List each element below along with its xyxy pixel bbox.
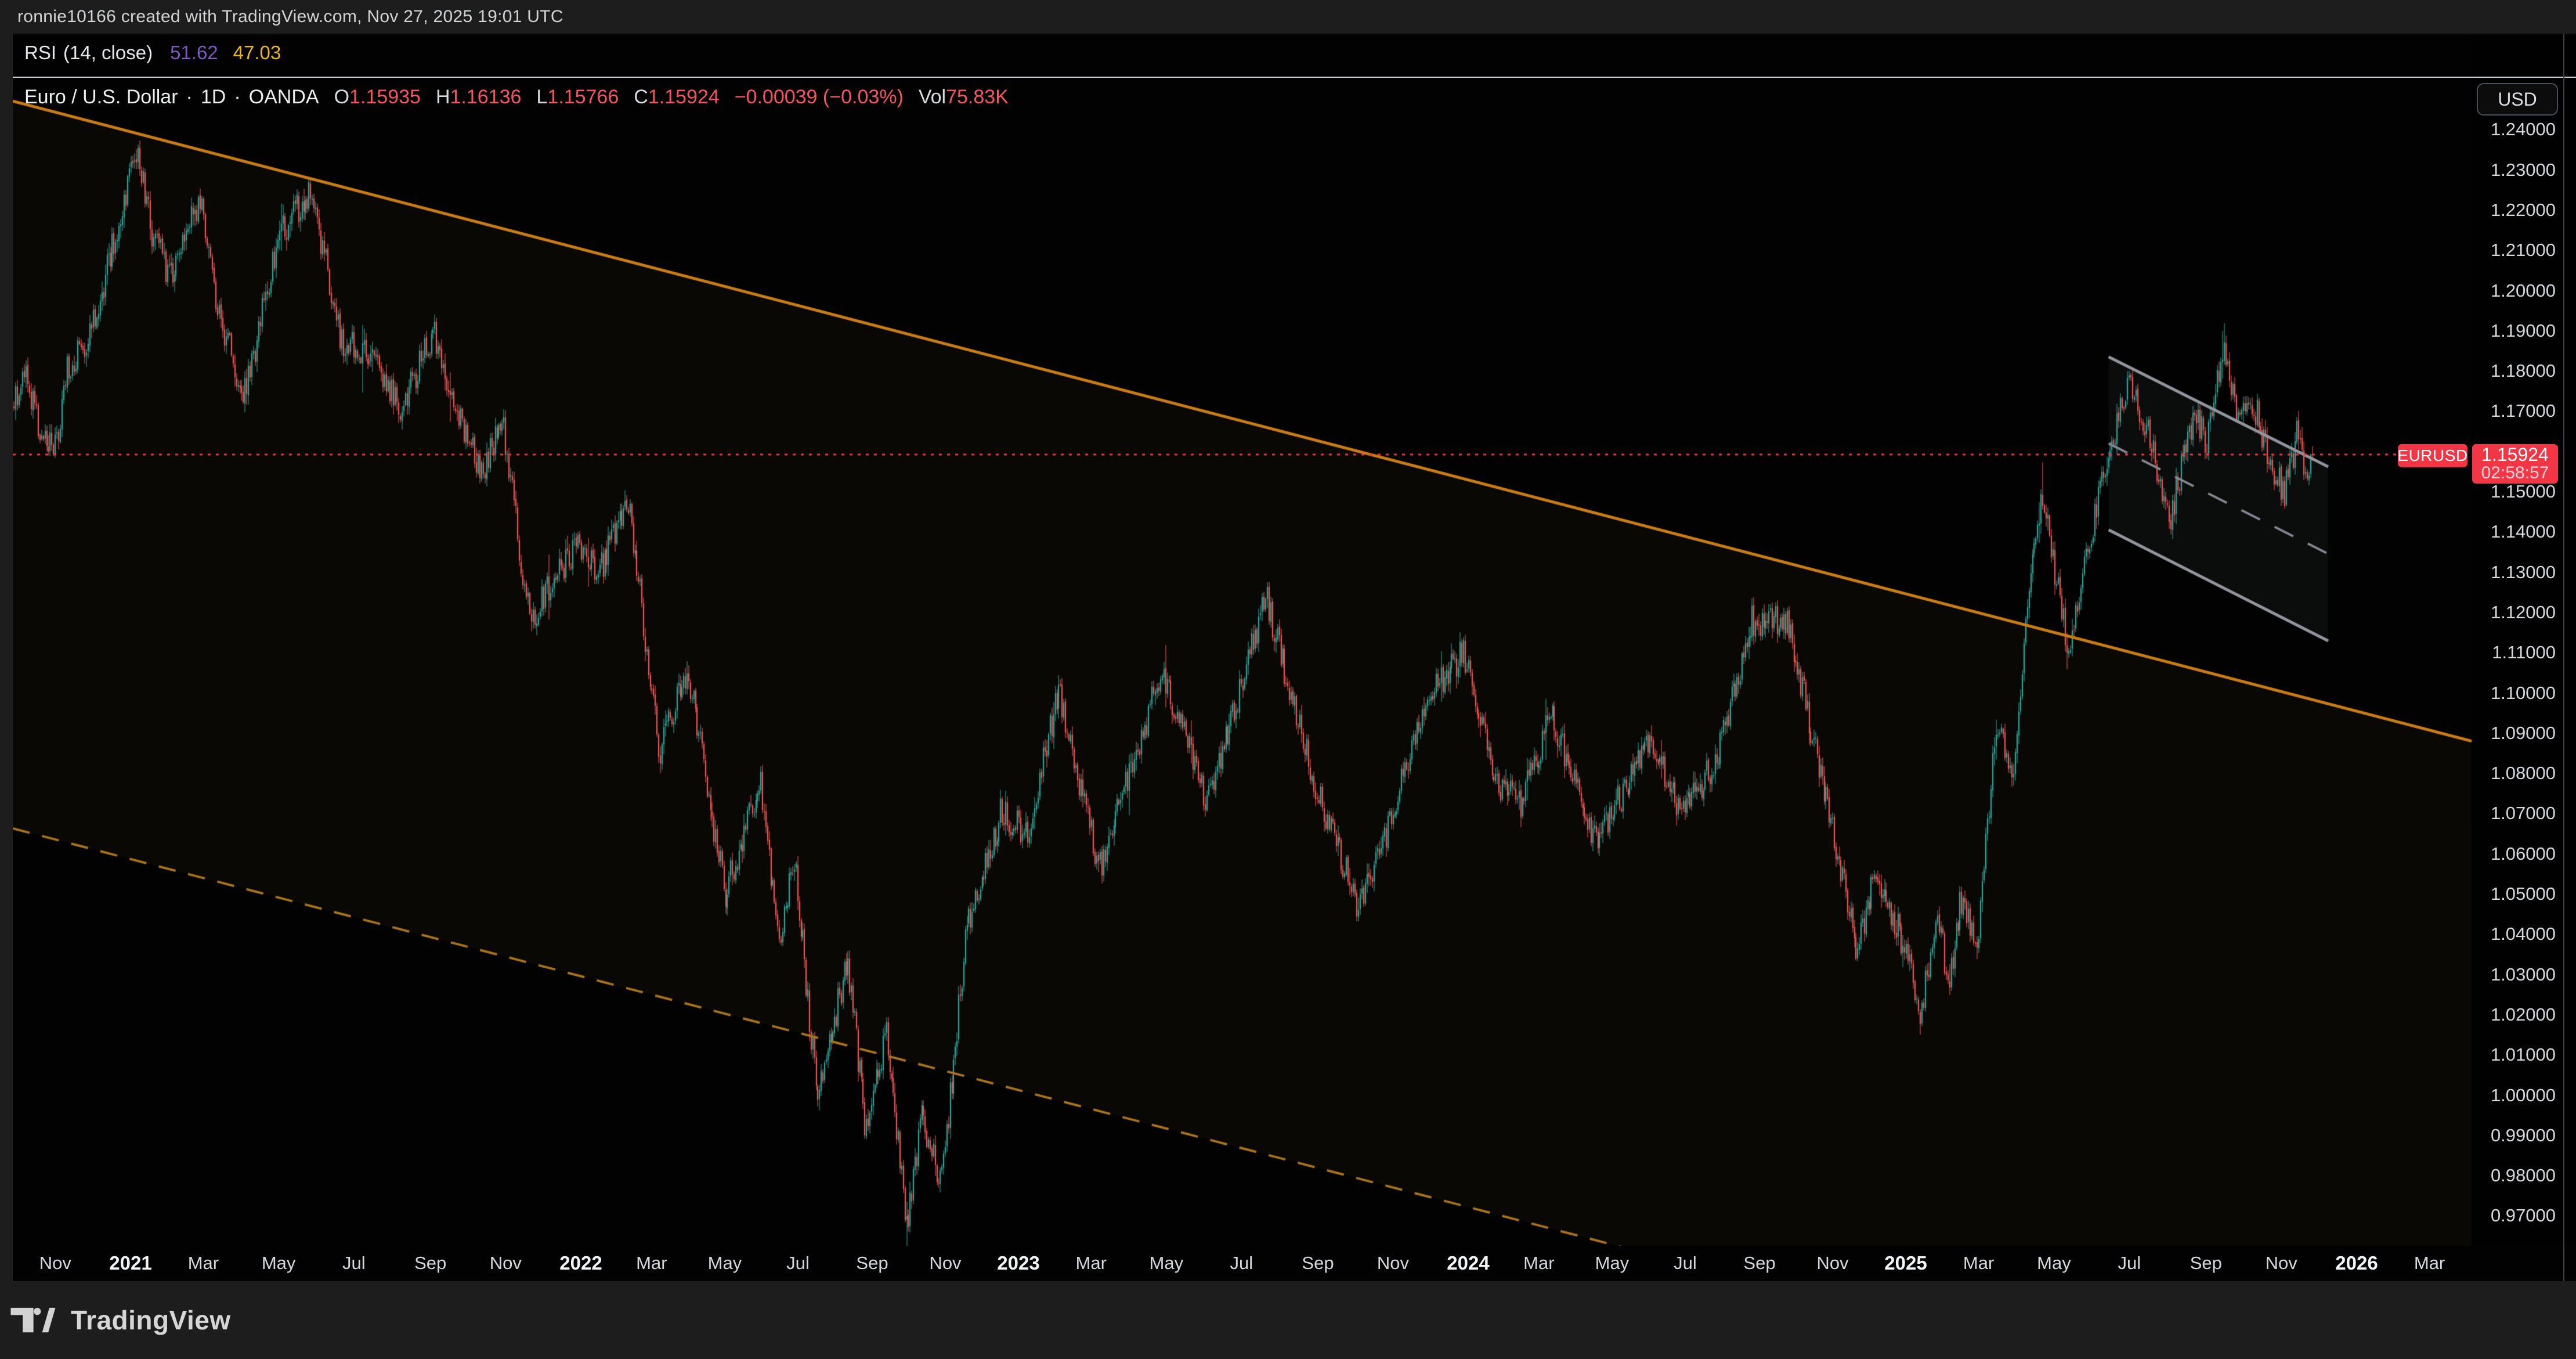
time-axis-month-label: Sep xyxy=(1302,1253,1334,1273)
attribution-text: ronnie10166 created with TradingView.com… xyxy=(17,7,563,26)
price-axis-label: 1.21000 xyxy=(2490,240,2556,261)
footer-bar: TradingView xyxy=(0,1281,2576,1359)
currency-button[interactable]: USD xyxy=(2477,83,2558,116)
time-axis-month-label: Sep xyxy=(1743,1253,1776,1273)
price-axis-label: 1.06000 xyxy=(2490,843,2556,864)
time-axis-month-label: Nov xyxy=(39,1253,71,1273)
price-axis-label: 1.12000 xyxy=(2490,601,2556,622)
price-axis-label: 1.03000 xyxy=(2490,964,2556,985)
attribution-bar: ronnie10166 created with TradingView.com… xyxy=(0,0,2576,34)
price-axis-label: 1.09000 xyxy=(2490,722,2556,743)
time-axis-month-label: May xyxy=(1595,1253,1630,1273)
time-axis-year-label: 2023 xyxy=(997,1252,1040,1274)
price-chart-canvas[interactable] xyxy=(13,34,2576,1281)
time-axis-month-label: Mar xyxy=(1963,1253,1995,1273)
chart-widget: RSI (14, close) 51.62 47.03 Euro / U.S. … xyxy=(13,34,2576,1281)
last-price-value: 1.15924 xyxy=(2481,444,2549,466)
time-axis[interactable]: Nov 2021 Mar May Jul Sep Nov 2022 Mar May Jul Sep No… xyxy=(13,1247,2576,1281)
time-axis-month-label: Jul xyxy=(1230,1253,1253,1273)
time-axis-month-label: Nov xyxy=(489,1253,522,1273)
high-value: 1.16136 xyxy=(450,86,522,108)
time-axis-year-label: 2026 xyxy=(2335,1252,2378,1274)
price-axis-label: 1.10000 xyxy=(2490,682,2556,703)
time-axis-month-label: Mar xyxy=(1523,1253,1555,1273)
price-axis-label: 1.24000 xyxy=(2490,119,2556,140)
price-axis-label: 1.07000 xyxy=(2490,803,2556,824)
close-label: C xyxy=(634,86,648,108)
price-axis-label: 1.13000 xyxy=(2490,561,2556,582)
time-axis-year-label: 2025 xyxy=(1884,1252,1927,1274)
time-axis-month-label: Mar xyxy=(2414,1253,2445,1273)
time-axis-year-label: 2021 xyxy=(109,1252,152,1274)
rsi-params: (14, close) xyxy=(63,42,153,63)
time-axis-year-label: 2022 xyxy=(559,1252,602,1274)
time-axis-month-label: Nov xyxy=(2265,1253,2297,1273)
time-axis-month-label: Jul xyxy=(2118,1253,2141,1273)
price-axis-label: 1.23000 xyxy=(2490,159,2556,180)
time-axis-month-label: Sep xyxy=(2190,1253,2222,1273)
time-axis-month-label: May xyxy=(707,1253,742,1273)
price-axis-label: 1.18000 xyxy=(2490,361,2556,381)
low-label: L xyxy=(536,86,548,108)
rsi-value: 51.62 xyxy=(170,42,218,63)
time-axis-month-label: Mar xyxy=(636,1253,667,1273)
last-price-tag: 1.15924 02:58:57 xyxy=(2472,444,2558,484)
bar-countdown: 02:58:57 xyxy=(2481,463,2549,483)
price-axis-label: 1.04000 xyxy=(2490,924,2556,945)
symbol-title: Euro / U.S. Dollar xyxy=(24,86,178,108)
price-axis-label: 1.14000 xyxy=(2490,521,2556,542)
time-axis-month-label: Sep xyxy=(414,1253,447,1273)
time-axis-month-label: Sep xyxy=(856,1253,888,1273)
rsi-title: RSI xyxy=(24,42,57,63)
open-value: 1.15935 xyxy=(349,86,421,108)
change-value: −0.00039 (−0.03%) xyxy=(734,86,904,108)
tradingview-logo-icon[interactable] xyxy=(10,1307,56,1333)
price-axis-label: 0.97000 xyxy=(2490,1205,2556,1226)
price-axis-label: 1.05000 xyxy=(2490,884,2556,904)
interval-label: 1D xyxy=(200,86,226,108)
time-axis-month-label: May xyxy=(261,1253,296,1273)
time-axis-month-label: Jul xyxy=(342,1253,366,1273)
time-axis-month-label: Nov xyxy=(1376,1253,1410,1273)
tradingview-brand-text[interactable]: TradingView xyxy=(71,1305,231,1335)
symbol-price-flag: EURUSD xyxy=(2397,444,2467,467)
price-axis[interactable]: 1.24000 1.23000 1.22000 1.21000 1.20000 1.190… xyxy=(2472,34,2576,1281)
volume-value: 75.83K xyxy=(946,86,1009,108)
price-axis-label: 0.99000 xyxy=(2490,1124,2556,1145)
rsi-legend[interactable]: RSI (14, close) 51.62 47.03 xyxy=(24,42,281,64)
legend-separator: · xyxy=(234,86,241,108)
close-value: 1.15924 xyxy=(648,86,720,108)
price-axis-border xyxy=(2563,34,2564,1281)
price-axis-label: 1.11000 xyxy=(2492,642,2556,663)
price-axis-label: 1.01000 xyxy=(2490,1044,2556,1065)
price-axis-label: 1.17000 xyxy=(2490,401,2556,421)
time-axis-month-label: Mar xyxy=(1075,1253,1107,1273)
high-label: H xyxy=(435,86,450,108)
price-axis-label: 1.19000 xyxy=(2490,320,2556,341)
price-axis-label: 1.15000 xyxy=(2490,481,2556,502)
rsi-ma-value: 47.03 xyxy=(233,42,281,63)
time-axis-month-label: Jul xyxy=(786,1253,810,1273)
time-axis-month-label: Nov xyxy=(929,1253,962,1273)
price-axis-label: 0.98000 xyxy=(2490,1165,2556,1186)
volume-label: Vol xyxy=(918,86,946,108)
time-axis-month-label: Jul xyxy=(1674,1253,1697,1273)
price-axis-label: 1.20000 xyxy=(2490,280,2556,301)
exchange-label: OANDA xyxy=(248,86,319,108)
price-axis-label: 1.02000 xyxy=(2490,1004,2556,1025)
price-axis-label: 1.00000 xyxy=(2490,1084,2556,1105)
price-axis-label: 1.08000 xyxy=(2490,763,2556,784)
price-axis-label: 1.22000 xyxy=(2490,199,2556,220)
legend-separator: · xyxy=(186,86,193,108)
low-value: 1.15766 xyxy=(547,86,619,108)
time-axis-year-label: 2024 xyxy=(1447,1252,1490,1274)
time-axis-month-label: Nov xyxy=(1816,1253,1849,1273)
open-label: O xyxy=(334,86,350,108)
time-axis-month-label: May xyxy=(1149,1253,1184,1273)
symbol-legend[interactable]: Euro / U.S. Dollar · 1D · OANDA O 1.15935… xyxy=(24,86,1009,109)
time-axis-month-label: Mar xyxy=(187,1253,219,1273)
pane-separator[interactable] xyxy=(13,77,2576,78)
time-axis-month-label: May xyxy=(2037,1253,2071,1273)
